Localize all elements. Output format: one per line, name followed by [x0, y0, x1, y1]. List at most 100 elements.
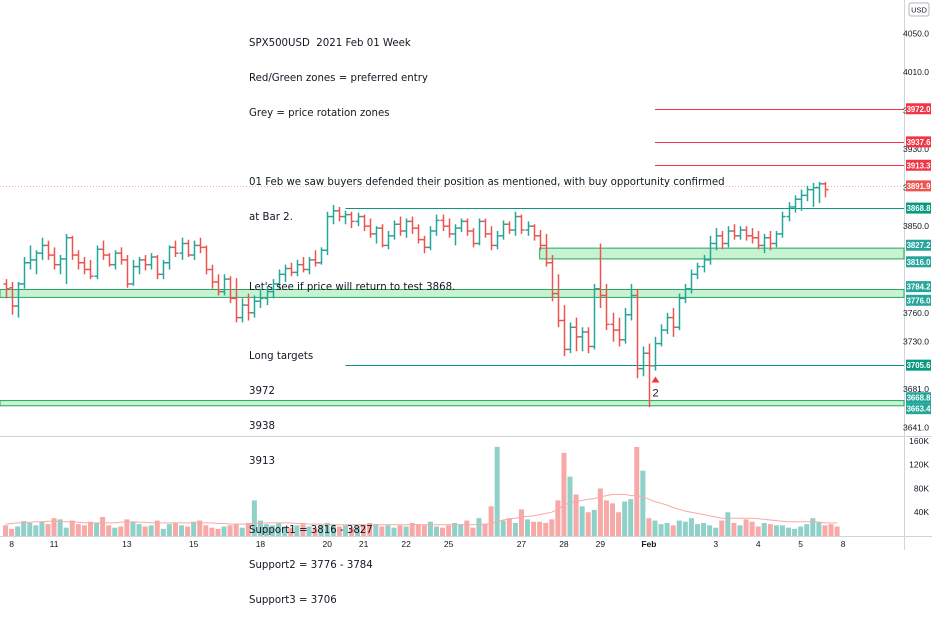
ohlc-bar: [179, 237, 186, 260]
volume-bar: [458, 524, 464, 536]
volume-bar: [81, 525, 87, 536]
note-line: 3938: [249, 420, 275, 432]
volume-bar: [761, 522, 767, 536]
volume-bar: [385, 525, 391, 536]
date-tick-label: 4: [756, 539, 761, 549]
level-price-tag: 3868.8: [907, 204, 932, 213]
date-tick-label: 11: [50, 539, 59, 549]
zone-price-tag: 3663.4: [907, 405, 932, 414]
ohlc-bar: [112, 250, 119, 270]
date-tick-label: 13: [122, 539, 132, 549]
volume-bar: [270, 525, 276, 536]
volume-bar: [664, 522, 670, 536]
volume-bar: [172, 522, 178, 536]
ohlc-bar: [792, 195, 799, 213]
volume-bar: [555, 500, 561, 536]
volume-bar: [628, 499, 634, 536]
ohlc-bar: [203, 245, 210, 275]
volume-bar: [749, 521, 755, 536]
note-line: 3972: [249, 386, 275, 397]
ohlc-bar: [664, 312, 671, 334]
volume-bar: [610, 503, 615, 536]
ohlc-bar: [251, 295, 258, 318]
volume-bar: [828, 524, 834, 536]
ohlc-bar: [379, 224, 386, 248]
volume-bar: [446, 525, 452, 536]
note-line: Support3 = 3706: [249, 594, 337, 606]
date-tick-label: 27: [517, 539, 527, 549]
ohlc-bar: [185, 239, 192, 257]
ohlc-bar: [257, 288, 264, 308]
volume-bar: [57, 519, 63, 536]
zone-price-tag: 3776.0: [907, 296, 932, 305]
ohlc-bar: [440, 214, 447, 231]
volume-bar: [282, 526, 288, 536]
ohlc-bar: [63, 233, 70, 284]
volume-bar: [215, 528, 221, 536]
zone-price-tag-bg: [906, 239, 931, 251]
volume-bar: [191, 521, 197, 536]
volume-bar: [51, 518, 57, 536]
ohlc-bar: [719, 230, 726, 250]
volume-tick-label: 80K: [914, 483, 929, 493]
volume-bar: [355, 526, 361, 536]
volume-bar: [403, 526, 409, 536]
ohlc-bar: [694, 262, 701, 280]
ohlc-bar: [761, 233, 768, 254]
ohlc-bar: [603, 283, 610, 331]
ohlc-bar: [288, 262, 295, 277]
volume-bar: [421, 525, 427, 536]
note-line: 3913: [249, 455, 275, 467]
ohlc-bar: [628, 283, 635, 321]
volume-bar: [506, 518, 512, 536]
ohlc-bar: [585, 327, 592, 354]
ohlc-bar: [100, 240, 107, 260]
ohlc-bar: [531, 224, 538, 241]
ohlc-bar: [94, 245, 101, 280]
ohlc-bar: [51, 247, 58, 270]
volume-bar: [69, 520, 75, 536]
ohlc-bar: [458, 218, 465, 232]
ohlc-bar: [75, 250, 82, 270]
volume-bar: [786, 527, 792, 536]
zone-price-tag-bg: [906, 392, 931, 404]
volume-bar: [415, 524, 421, 536]
note-line: [249, 316, 725, 328]
volume-bar: [634, 446, 640, 536]
volume-bar: [179, 525, 185, 536]
note-line: [249, 247, 725, 259]
price-chart[interactable]: 24050.04010.03970.03930.03890.03850.0376…: [0, 0, 932, 550]
volume-bar: [755, 526, 761, 536]
volume-bar: [585, 512, 591, 536]
volume-bar: [148, 525, 154, 536]
ohlc-bar: [767, 230, 774, 251]
ohlc-bar: [658, 324, 665, 347]
ohlc-bar: [676, 293, 683, 331]
ohlc-bar: [148, 253, 155, 270]
volume-bar: [391, 527, 397, 536]
zone-price-tag: 3816.0: [907, 258, 932, 267]
level-price-tag-bg: [906, 359, 931, 371]
volume-bar: [701, 522, 707, 536]
ohlc-bar: [397, 216, 404, 236]
ohlc-bar: [488, 226, 495, 251]
ohlc-bar: [500, 220, 507, 240]
volume-bar: [142, 526, 148, 536]
ohlc-bar: [822, 181, 829, 198]
ohlc-bar: [409, 216, 416, 234]
volume-bar: [379, 526, 385, 536]
price-tick-label: 3730.0: [903, 337, 929, 347]
ohlc-bar: [233, 278, 240, 323]
ohlc-bar: [142, 255, 149, 271]
date-tick-label: 8: [9, 539, 14, 549]
ohlc-bar: [682, 283, 689, 304]
volume-bar: [300, 524, 306, 536]
ohlc-bar: [373, 226, 380, 244]
ohlc-bar: [39, 237, 46, 260]
volume-bar: [470, 527, 476, 536]
volume-tick-label: 40K: [914, 507, 929, 517]
ohlc-bar: [300, 256, 307, 273]
volume-tick-label: 160K: [909, 436, 929, 446]
volume-bar: [567, 476, 573, 536]
volume-bar: [810, 518, 816, 536]
